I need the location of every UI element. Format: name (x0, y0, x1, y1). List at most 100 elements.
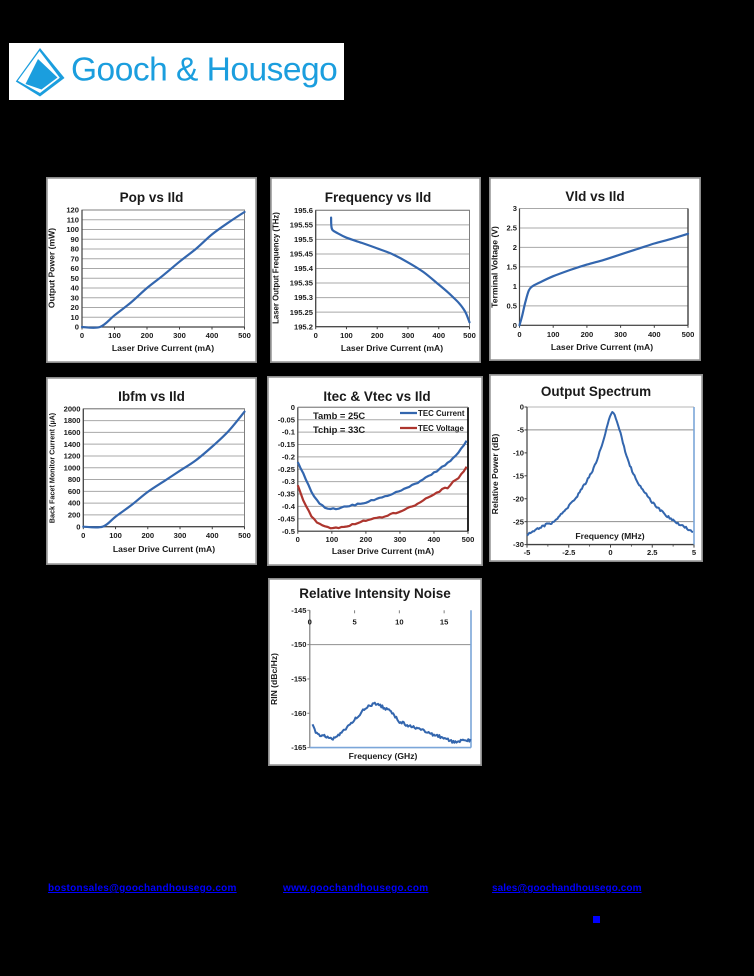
svg-text:195.45: 195.45 (290, 250, 314, 259)
svg-text:1.5: 1.5 (506, 263, 517, 272)
svg-text:200: 200 (360, 535, 373, 544)
svg-text:300: 300 (173, 331, 186, 340)
svg-text:-0.4: -0.4 (282, 502, 296, 511)
svg-text:300: 300 (174, 531, 187, 540)
svg-text:-30: -30 (513, 540, 524, 549)
svg-text:0: 0 (308, 618, 312, 627)
svg-text:50: 50 (71, 274, 79, 283)
svg-text:3: 3 (513, 204, 517, 213)
svg-text:0: 0 (296, 535, 300, 544)
svg-text:500: 500 (238, 331, 251, 340)
svg-text:-2.5: -2.5 (562, 548, 576, 557)
svg-text:Frequency (GHz): Frequency (GHz) (349, 751, 418, 761)
svg-text:-20: -20 (513, 494, 524, 503)
svg-text:0: 0 (608, 548, 612, 557)
svg-text:195.3: 195.3 (294, 293, 313, 302)
svg-text:-0.05: -0.05 (278, 415, 296, 424)
svg-text:-0.25: -0.25 (278, 465, 296, 474)
svg-text:500: 500 (462, 535, 475, 544)
svg-text:90: 90 (71, 235, 79, 244)
svg-text:0: 0 (76, 522, 80, 531)
svg-text:0: 0 (80, 331, 84, 340)
svg-text:800: 800 (68, 475, 81, 484)
svg-text:0: 0 (81, 531, 85, 540)
svg-text:-0.1: -0.1 (282, 428, 296, 437)
svg-text:400: 400 (206, 331, 219, 340)
svg-text:400: 400 (428, 535, 441, 544)
svg-text:-165: -165 (291, 743, 307, 752)
svg-text:100: 100 (326, 535, 339, 544)
svg-text:195.55: 195.55 (290, 220, 314, 229)
svg-text:5: 5 (352, 618, 357, 627)
svg-text:Frequency vs Ild: Frequency vs Ild (325, 190, 432, 205)
svg-text:Gooch & Housego: Gooch & Housego (71, 52, 337, 89)
svg-text:Laser Drive Current (mA): Laser Drive Current (mA) (113, 544, 215, 554)
svg-text:195.5: 195.5 (294, 235, 314, 244)
svg-text:Itec & Vtec vs Ild: Itec & Vtec vs Ild (323, 389, 430, 404)
svg-text:-150: -150 (291, 640, 306, 649)
svg-text:40: 40 (71, 284, 79, 293)
svg-text:-5: -5 (524, 548, 532, 557)
svg-text:2.5: 2.5 (506, 224, 517, 233)
svg-text:400: 400 (648, 330, 661, 339)
svg-text:-0.45: -0.45 (278, 514, 296, 523)
svg-text:Pop vs Ild: Pop vs Ild (120, 190, 184, 205)
svg-text:60: 60 (71, 264, 79, 273)
svg-text:0: 0 (517, 330, 521, 339)
svg-text:400: 400 (68, 499, 81, 508)
svg-text:-0.15: -0.15 (278, 440, 296, 449)
svg-text:-10: -10 (513, 448, 524, 457)
svg-text:1000: 1000 (64, 463, 81, 472)
svg-text:2000: 2000 (64, 404, 81, 413)
svg-text:Laser Drive Current (mA): Laser Drive Current (mA) (332, 546, 434, 556)
svg-text:400: 400 (432, 331, 445, 340)
svg-text:110: 110 (67, 215, 79, 224)
svg-text:1200: 1200 (64, 452, 81, 461)
svg-text:195.25: 195.25 (290, 308, 314, 317)
svg-text:Frequency (MHz): Frequency (MHz) (575, 531, 644, 541)
svg-text:0: 0 (513, 321, 517, 330)
svg-text:Laser Output Frequency (THz): Laser Output Frequency (THz) (272, 212, 281, 324)
svg-text:195.35: 195.35 (290, 279, 314, 288)
svg-text:TEC Voltage: TEC Voltage (418, 424, 464, 433)
svg-text:0: 0 (520, 403, 524, 412)
svg-text:Tamb = 25C: Tamb = 25C (313, 410, 365, 421)
svg-text:Output Spectrum: Output Spectrum (541, 384, 651, 399)
svg-text:Relative Intensity Noise: Relative Intensity Noise (299, 586, 451, 601)
svg-text:-0.5: -0.5 (282, 527, 296, 536)
svg-text:120: 120 (66, 206, 79, 215)
svg-text:195.4: 195.4 (294, 264, 314, 273)
svg-text:0: 0 (291, 403, 295, 412)
svg-text:-5: -5 (517, 426, 525, 435)
svg-text:0: 0 (75, 323, 79, 332)
svg-text:500: 500 (238, 531, 251, 540)
svg-text:200: 200 (141, 531, 154, 540)
svg-text:0: 0 (314, 331, 318, 340)
svg-text:Relative Power (dB): Relative Power (dB) (490, 434, 500, 515)
svg-text:500: 500 (463, 331, 476, 340)
svg-text:30: 30 (71, 293, 79, 302)
svg-text:500: 500 (682, 330, 695, 339)
svg-text:1400: 1400 (64, 440, 81, 449)
svg-text:RIN (dBc/Hz): RIN (dBc/Hz) (269, 653, 279, 705)
svg-text:1: 1 (513, 282, 518, 291)
svg-text:TEC Current: TEC Current (418, 409, 465, 418)
svg-text:Terminal Voltage (V): Terminal Voltage (V) (490, 226, 500, 308)
svg-text:-160: -160 (291, 709, 306, 718)
svg-text:400: 400 (206, 531, 219, 540)
svg-text:195.2: 195.2 (294, 322, 313, 331)
svg-text:15: 15 (440, 618, 449, 627)
svg-text:-155: -155 (291, 675, 307, 684)
svg-text:Vld vs Ild: Vld vs Ild (565, 189, 624, 204)
svg-text:-145: -145 (291, 606, 307, 615)
svg-text:-25: -25 (513, 517, 525, 526)
svg-text:100: 100 (66, 225, 79, 234)
svg-text:Laser Drive Current (mA): Laser Drive Current (mA) (112, 343, 214, 353)
svg-text:-15: -15 (513, 471, 525, 480)
svg-text:100: 100 (108, 331, 121, 340)
svg-text:300: 300 (402, 331, 415, 340)
svg-text:5: 5 (692, 548, 697, 557)
svg-text:200: 200 (371, 331, 384, 340)
svg-text:-0.3: -0.3 (282, 477, 295, 486)
svg-text:1600: 1600 (64, 428, 81, 437)
